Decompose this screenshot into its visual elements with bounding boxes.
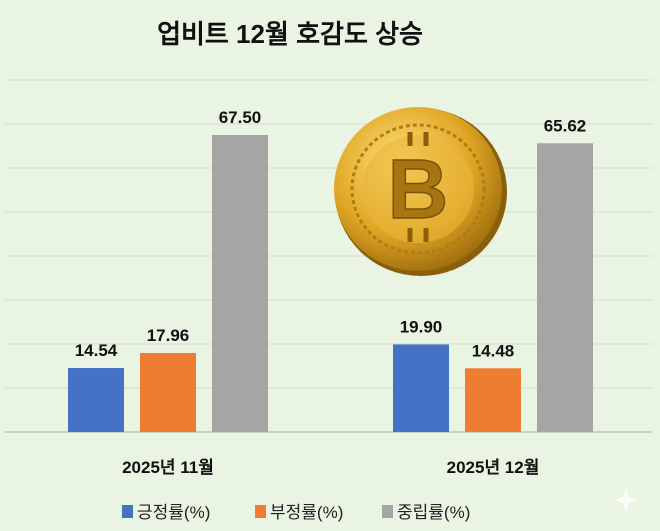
bar <box>393 344 449 432</box>
legend: 긍정률(%) 부정률(%) 중립률(%) <box>122 503 470 522</box>
chart-title: 업비트 12월 호감도 상승 <box>157 19 423 49</box>
svg-text:B: B <box>388 142 449 236</box>
data-label: 14.48 <box>472 341 515 360</box>
sparkle-icon <box>614 488 638 512</box>
bar <box>465 368 521 432</box>
x-tick-label: 2025년 12월 <box>447 458 540 477</box>
data-label: 14.54 <box>75 341 118 360</box>
legend-swatch <box>122 505 133 518</box>
legend-label: 중립률(%) <box>397 503 470 522</box>
data-label: 67.50 <box>219 108 262 127</box>
value-labels: 14.54 17.96 67.50 19.90 14.48 65.62 <box>75 108 587 360</box>
bars <box>68 135 593 432</box>
bar <box>68 368 124 432</box>
data-label: 19.90 <box>400 317 443 336</box>
bar <box>140 352 196 432</box>
data-label: 65.62 <box>544 116 587 135</box>
legend-swatch <box>255 505 266 518</box>
bitcoin-coin-icon: B <box>334 107 507 276</box>
legend-swatch <box>382 505 393 518</box>
x-tick-label: 2025년 11월 <box>122 458 214 477</box>
bar <box>537 143 593 432</box>
data-label: 17.96 <box>147 326 190 345</box>
legend-label: 부정률(%) <box>270 503 343 522</box>
bar <box>212 135 268 432</box>
legend-label: 긍정률(%) <box>137 503 210 522</box>
